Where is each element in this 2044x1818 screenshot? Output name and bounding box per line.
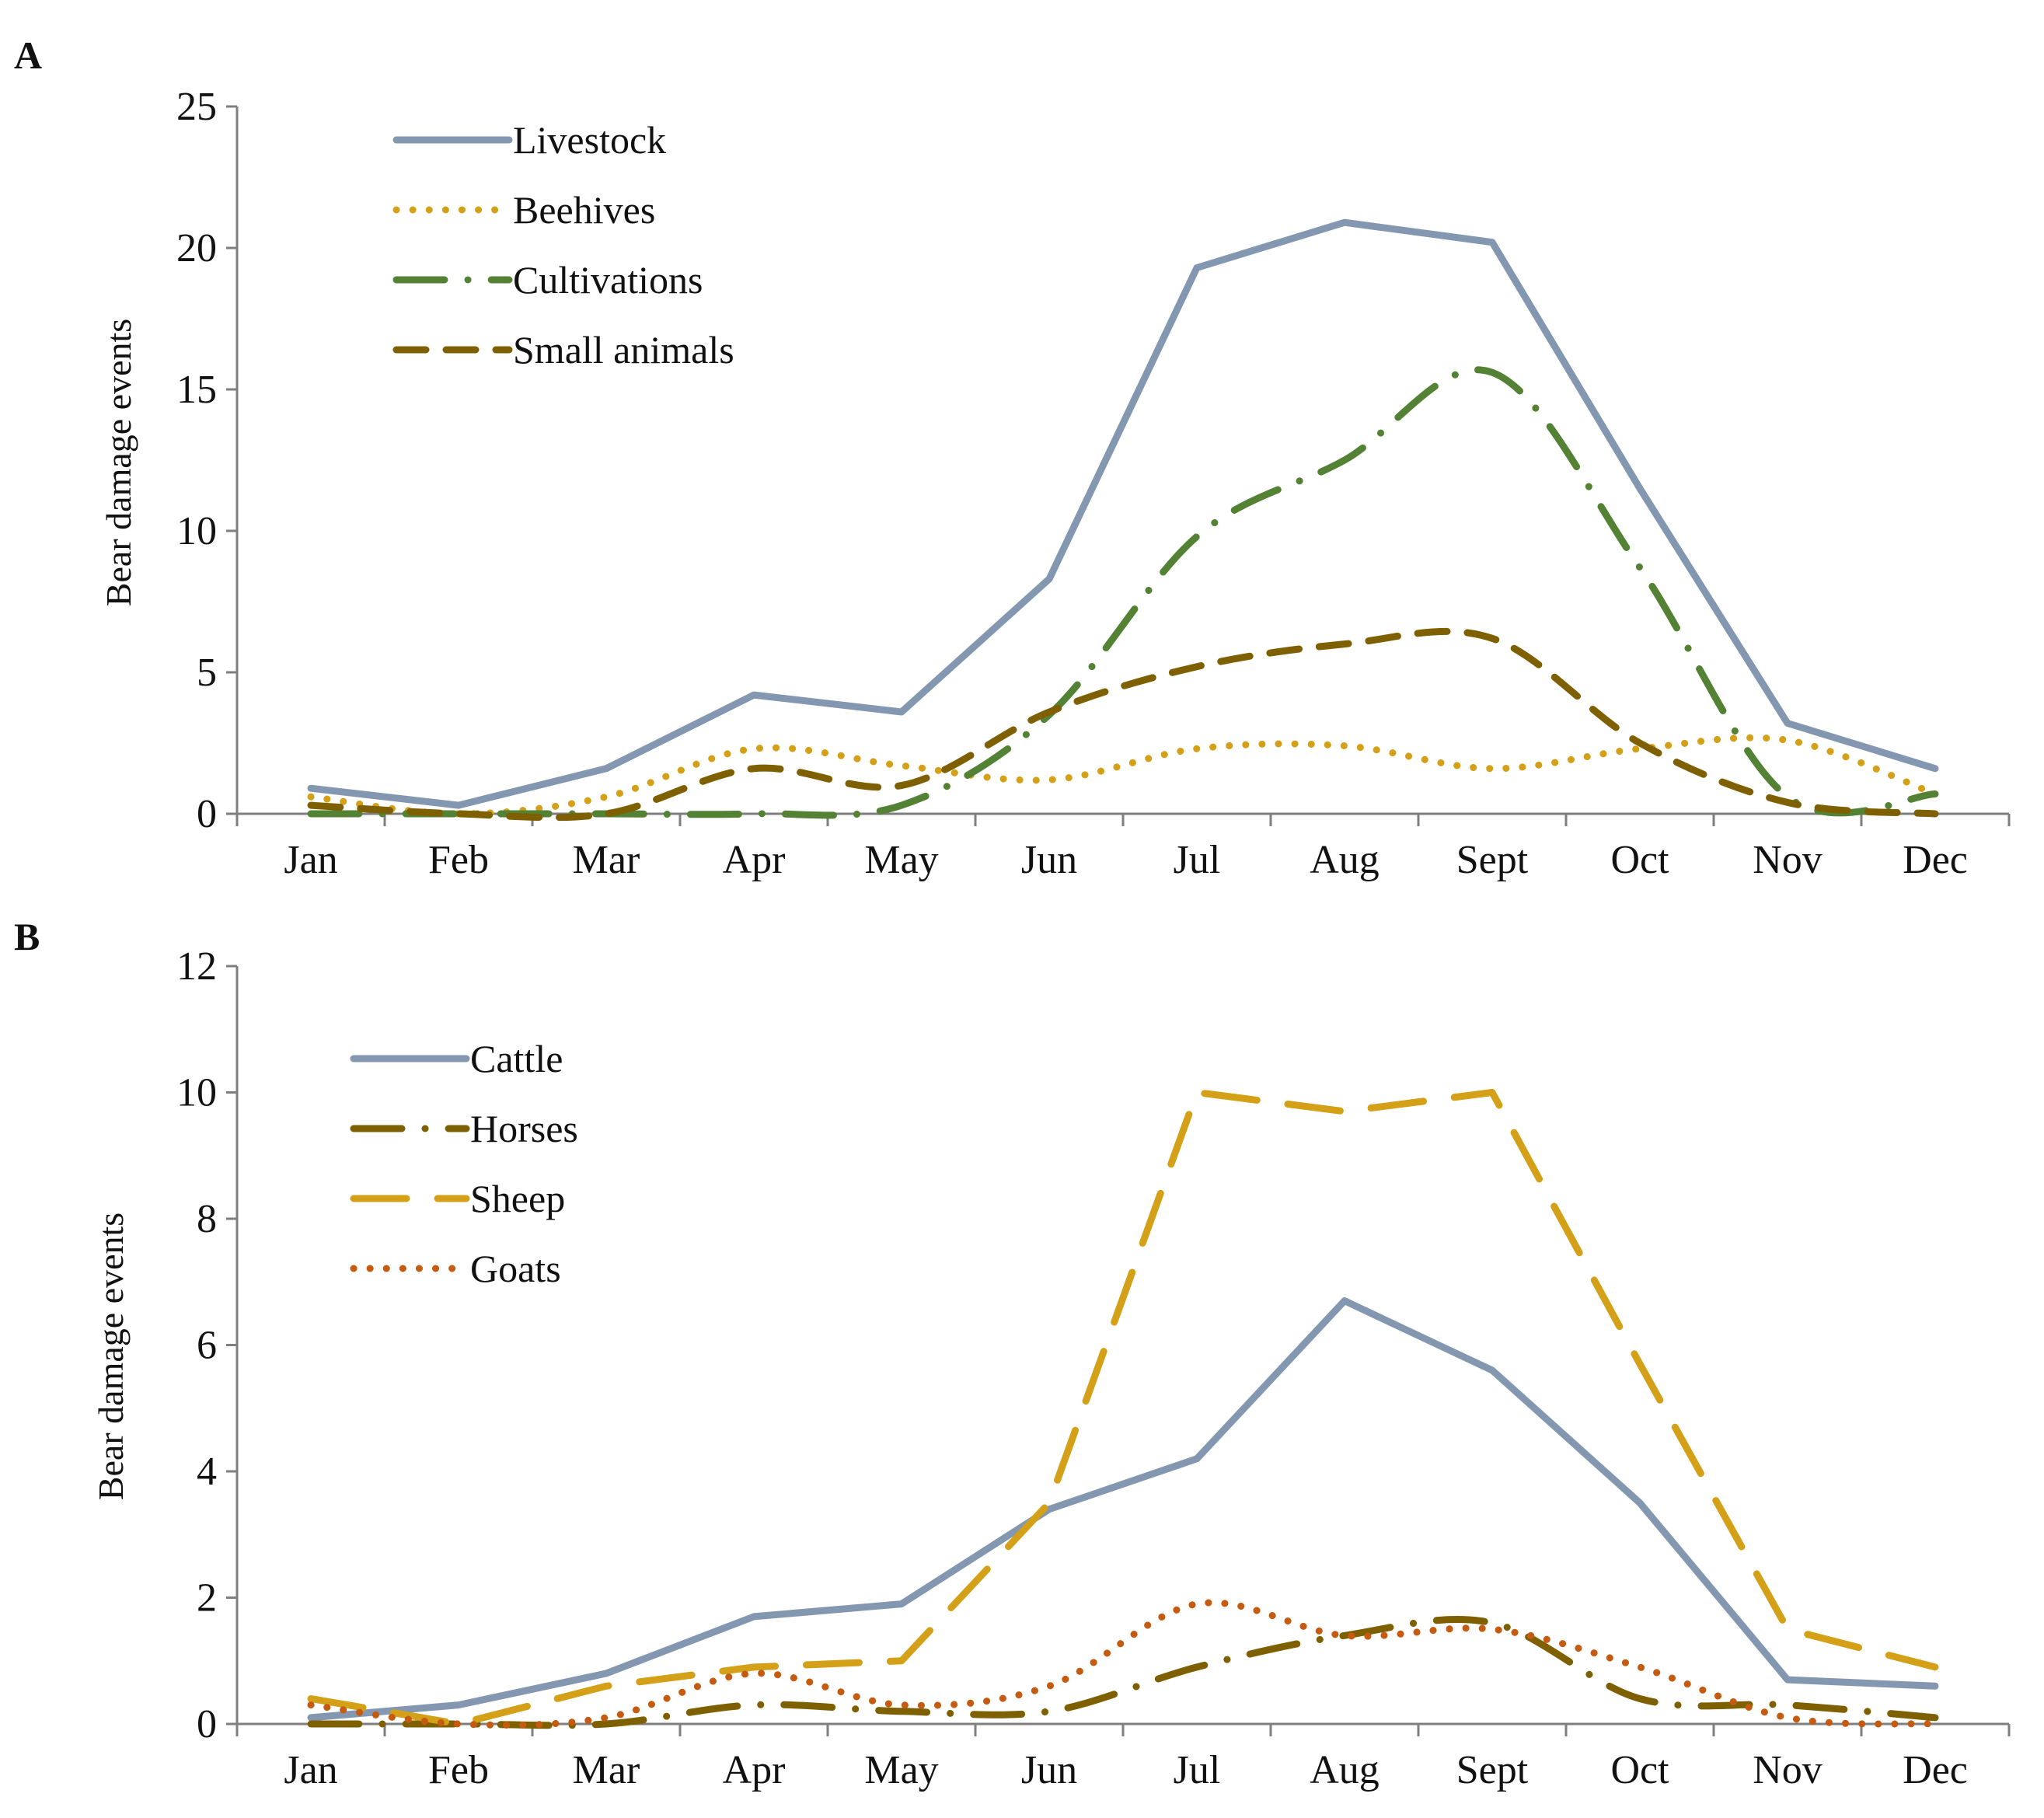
panel-b-x-tick-label: Nov — [1753, 1748, 1823, 1792]
panel-b-series-goats-line — [307, 1599, 1939, 1729]
panel-b-y-tick-label: 4 — [197, 1450, 217, 1494]
panel-b: B Bear damage events 0 2 4 6 8 10 12 Jan Feb Mar A… — [14, 915, 2011, 1792]
panel-a-series-livestock-line — [307, 218, 1939, 809]
panel-a-y-axis-title: Bear damage events — [99, 319, 138, 606]
panel-b-x-tick-label: Apr — [723, 1748, 786, 1792]
panel-a-letter: A — [14, 33, 42, 77]
panel-b-series-horses-line — [307, 1616, 1939, 1729]
panel-b-x-tick-label: Feb — [428, 1748, 489, 1792]
panel-a-x-tick-label: Aug — [1310, 838, 1380, 882]
panel-a-x-tick-label: May — [864, 838, 938, 882]
panel-a-x-tick-label: Jan — [284, 838, 337, 882]
panel-b-x-tick-label: Dec — [1903, 1748, 1968, 1792]
panel-a-legend-label-beehives: Beehives — [513, 188, 655, 232]
panel-b-x-tick-label: Sept — [1456, 1748, 1529, 1792]
panel-a-series-small-animals-line — [307, 627, 1939, 822]
panel-b-x-tick-label: Oct — [1610, 1748, 1669, 1792]
panel-b-x-tick-label: Jun — [1021, 1748, 1077, 1792]
panel-a-x-tick-label: Jul — [1174, 838, 1221, 882]
panel-b-legend-label-cattle: Cattle — [470, 1037, 563, 1080]
panel-b-x-tick-label: Jan — [284, 1748, 337, 1792]
panel-a-y-tick-label: 10 — [176, 509, 217, 553]
panel-b-y-tick-label: 12 — [176, 944, 217, 989]
panel-b-legend-label-sheep: Sheep — [470, 1177, 565, 1220]
panel-a-series-cultivations-line — [307, 366, 1939, 819]
panel-a-y-tick-label: 15 — [176, 368, 217, 412]
panel-b-letter: B — [14, 915, 40, 958]
panel-a-legend-label-livestock: Livestock — [513, 118, 666, 162]
panel-a-y-tick-label: 5 — [197, 651, 217, 695]
panel-a-legend-label-small-animals: Small animals — [513, 328, 734, 372]
panel-b-series-cattle-line — [307, 1297, 1939, 1722]
panel-b-y-tick-label: 6 — [197, 1324, 217, 1368]
panel-a-series-beehives-line — [307, 734, 1939, 818]
panel-a-y-tick-label: 20 — [176, 226, 217, 270]
panel-a-x-tick-label: Nov — [1753, 838, 1823, 882]
panel-a-x-tick-label: Mar — [573, 838, 640, 882]
panel-a-legend-label-cultivations: Cultivations — [513, 258, 703, 302]
panel-b-y-tick-label: 2 — [197, 1576, 217, 1621]
panel-b-legend-label-goats: Goats — [470, 1247, 561, 1290]
panel-b-x-tick-label: Aug — [1310, 1748, 1380, 1792]
panel-b-legend-label-horses: Horses — [470, 1107, 578, 1150]
panel-a-y-tick-label: 0 — [197, 792, 217, 836]
panel-a-x-tick-label: Oct — [1610, 838, 1669, 882]
panel-a-x-tick-label: Jun — [1021, 838, 1077, 882]
panel-b-y-tick-label: 10 — [176, 1071, 217, 1115]
panel-b-series-sheep-line — [307, 1089, 1939, 1728]
panel-b-x-tick-label: May — [864, 1748, 938, 1792]
panel-a-x-tick-label: Apr — [723, 838, 786, 882]
panel-b-y-axis-title: Bear damage events — [91, 1213, 131, 1500]
panel-a-y-tick-label: 25 — [176, 85, 217, 129]
panel-b-x-tick-label: Mar — [573, 1748, 640, 1792]
panel-b-y-tick-label: 0 — [197, 1702, 217, 1746]
panel-b-x-tick-label: Jul — [1174, 1748, 1221, 1792]
panel-b-y-tick-label: 8 — [197, 1197, 217, 1241]
panel-a-x-tick-label: Feb — [428, 838, 489, 882]
panel-a-x-tick-label: Sept — [1456, 838, 1529, 882]
panel-a-x-tick-label: Dec — [1903, 838, 1968, 882]
panel-a: A Bear damage events 0 5 10 15 20 25 Jan Feb Mar… — [14, 33, 2011, 882]
